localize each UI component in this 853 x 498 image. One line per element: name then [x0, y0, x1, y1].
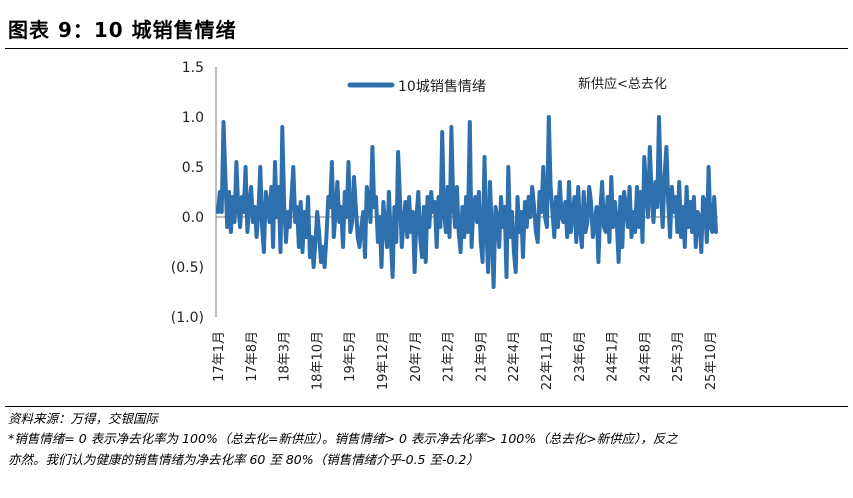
legend-label: 10城销售情绪 [398, 79, 486, 95]
x-tick-label: 24年1月 [606, 331, 621, 382]
x-tick-label: 25年3月 [671, 331, 686, 382]
x-tick-label: 23年6月 [573, 331, 588, 382]
chart: 1.5 1.0 0.5 0.0 (0.5) (1.0) 17年1月 17年8月 18年3月 18… [171, 60, 719, 390]
x-tick-label: 25年10月 [704, 331, 719, 390]
x-axis: 17年1月 17年8月 18年3月 18年10月 19年5月 19年12月 20年7月 21年… [212, 216, 719, 390]
x-tick-label: 21年2月 [442, 331, 457, 382]
x-tick-label: 19年5月 [343, 331, 358, 382]
footnote-line-2: 亦然。我们认为健康的销售情绪为净去化率 60 至 80%（销售情绪介乎-0.5 … [8, 452, 479, 467]
y-tick-label: (1.0) [171, 310, 204, 326]
y-tick-label: 0.5 [182, 160, 204, 176]
x-tick-label: 22年11月 [540, 331, 555, 390]
series-layer [216, 115, 718, 289]
x-tick-label: 19年12月 [376, 331, 391, 390]
chart-annotation: 新供应<总去化 [578, 76, 667, 92]
x-tick-label: 21年9月 [474, 331, 489, 382]
source-note: 资料来源：万得，交银国际 [8, 411, 159, 426]
x-tick-label: 18年10月 [310, 331, 325, 390]
footnote-line-1: *销售情绪= 0 表示净去化率为 100%（总去化=新供应）。销售情绪> 0 表… [8, 431, 678, 446]
y-tick-label: (0.5) [171, 260, 204, 276]
top-rule [5, 48, 848, 49]
x-tick-label: 24年8月 [638, 331, 653, 382]
y-tick-label: 0.0 [182, 210, 204, 226]
x-tick-label: 20年7月 [409, 331, 424, 382]
x-tick-label: 18年3月 [278, 331, 293, 382]
x-tick-label: 17年1月 [212, 331, 227, 382]
page-title: 图表 9：10 城销售情绪 [8, 18, 237, 42]
y-axis: 1.5 1.0 0.5 0.0 (0.5) (1.0) [171, 60, 217, 326]
x-tick-label: 22年4月 [507, 331, 522, 382]
series-line [216, 115, 718, 289]
legend: 10城销售情绪 [347, 79, 486, 95]
bottom-rule [5, 406, 848, 407]
y-tick-label: 1.5 [182, 60, 204, 76]
x-tick-label: 17年8月 [245, 331, 260, 382]
y-tick-label: 1.0 [182, 110, 204, 126]
